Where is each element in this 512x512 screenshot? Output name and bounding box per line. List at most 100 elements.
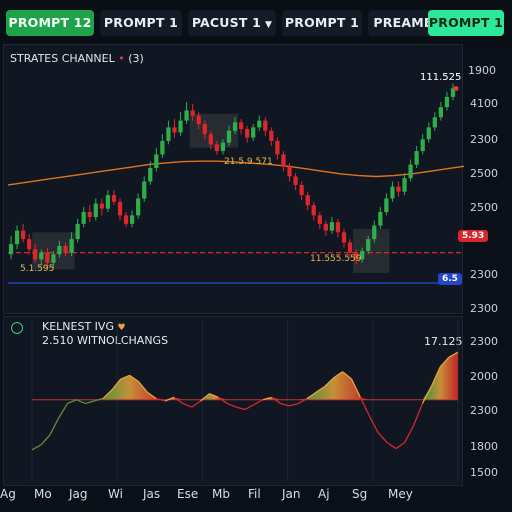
candle [360, 247, 365, 263]
tab-prompt-13-b[interactable]: PROMPT 1 3 [282, 10, 362, 56]
candle [305, 191, 310, 211]
candle-body [299, 184, 304, 196]
x-label-9: Aj [318, 487, 330, 501]
candle [390, 181, 395, 202]
x-label-5: Ese [177, 487, 199, 501]
candle-body [220, 142, 226, 152]
y-label-main-2: 2300 [470, 133, 498, 146]
candle-body [263, 120, 268, 131]
candle [148, 161, 153, 185]
candle [202, 120, 207, 140]
candle [450, 83, 456, 101]
candle-body [305, 195, 310, 206]
candle-body [208, 134, 213, 145]
candle [81, 206, 86, 228]
candle [136, 193, 141, 219]
tab-prompt-1[interactable]: PROMPT 1 [428, 10, 504, 36]
y-label-main-3: 2500 [470, 167, 498, 180]
x-label-6: Mb [212, 487, 230, 501]
candle [63, 242, 68, 256]
candle-body [353, 252, 359, 260]
price-chart[interactable] [0, 0, 512, 320]
candle [117, 198, 123, 221]
candle [347, 239, 353, 258]
candle-body [93, 203, 98, 218]
candle-body [178, 120, 183, 133]
main-chart-title-suffix: (3) [128, 52, 144, 65]
candle [69, 232, 74, 256]
indicator-title-text: KELNEST IVG [42, 320, 114, 333]
tab-preame[interactable]: PREAME [368, 10, 438, 36]
candle-body [75, 223, 80, 240]
candle-body [129, 215, 135, 224]
candle [323, 220, 328, 236]
x-label-4: Jas [143, 487, 161, 501]
candle-body [432, 117, 437, 128]
candle-body [81, 212, 86, 224]
tab-pacust-1[interactable]: PACUST 1 ▼ [188, 10, 276, 36]
candle [238, 118, 244, 135]
candle [87, 205, 92, 223]
candle [196, 112, 201, 130]
chevron-down-icon: ▼ [265, 20, 273, 30]
candle [444, 91, 450, 111]
y-label-main-6: 2300 [470, 302, 498, 315]
tab-pacust-label: PACUST 1 [191, 15, 262, 30]
x-label-0: Ag [0, 487, 16, 501]
candle [166, 120, 171, 145]
candle [269, 127, 274, 146]
main-chart-title-text: STRATES CHANNEL [10, 52, 115, 65]
tab-prompt-12[interactable]: PROMPT 12 [6, 10, 94, 36]
candle [154, 147, 159, 172]
candle-body [45, 252, 50, 263]
candle-body [33, 249, 38, 260]
candle-body [414, 151, 419, 165]
candle [257, 115, 262, 131]
blue-price-tag: 6.5 [438, 273, 462, 285]
y-label-ind-1: 2000 [470, 370, 498, 383]
candle [27, 234, 32, 255]
indicator-toggle-icon[interactable] [11, 322, 23, 334]
candle-body [420, 139, 425, 152]
candle [142, 176, 147, 202]
candle [226, 125, 232, 146]
x-label-11: Mey [388, 487, 413, 501]
candle [311, 201, 316, 221]
y-label-main-0: 1900 [468, 64, 496, 77]
heart-icon: ♥ [117, 323, 126, 333]
x-label-1: Mo [34, 487, 52, 501]
candle-body [8, 244, 14, 255]
annotation-left: 5.1.595 [20, 264, 55, 274]
candle [178, 112, 183, 136]
candle [14, 225, 20, 250]
candle [208, 130, 213, 150]
highlight-zone-2 [353, 228, 390, 273]
candle [111, 190, 117, 206]
candle-body [444, 96, 450, 108]
candle-body [317, 215, 322, 224]
candle [402, 173, 407, 196]
candle-body [396, 186, 401, 192]
x-label-3: Wi [108, 487, 123, 501]
candle-body [390, 186, 395, 199]
x-label-10: Sg [352, 487, 368, 501]
candle [384, 193, 389, 216]
candle [372, 220, 377, 243]
candle [123, 212, 129, 228]
candle [408, 159, 413, 182]
indicator-title: KELNEST IVG ♥ [42, 320, 126, 333]
candle-body [123, 215, 129, 224]
candle-body [438, 107, 443, 118]
main-chart-title: STRATES CHANNEL • (3) [10, 52, 144, 65]
x-label-2: Jag [69, 487, 88, 501]
candle [335, 218, 341, 238]
candle-body [172, 127, 177, 133]
x-label-7: Fil [248, 487, 261, 501]
candle-body [287, 166, 292, 177]
candle [33, 244, 38, 263]
candle-body [232, 122, 238, 131]
y-label-main-4: 2500 [470, 201, 498, 214]
candle-body [226, 130, 232, 143]
candle-body [87, 212, 92, 218]
candle-body [99, 203, 104, 209]
